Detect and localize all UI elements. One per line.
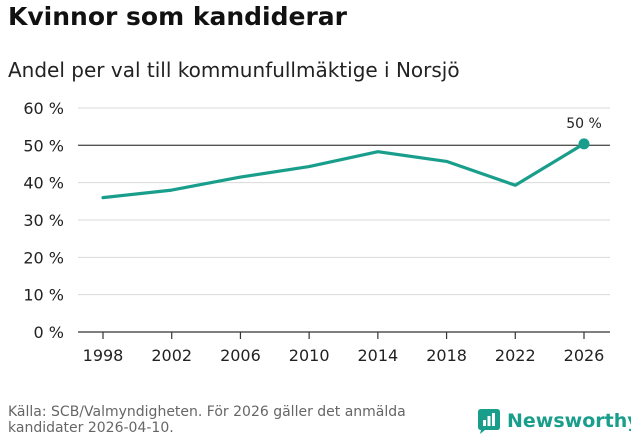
x-tick-label: 2022 [495,346,536,365]
brand-name: Newsworthy [507,410,631,432]
chart-title: Kvinnor som kandiderar [8,2,347,31]
newsworthy-icon [478,409,500,434]
series-line [101,142,586,200]
y-tick-label: 10 % [23,286,64,305]
x-tick-label: 2010 [289,346,330,365]
y-tick-label: 60 % [23,99,64,118]
data-point-2026 [578,138,590,150]
x-tick-label: 2018 [426,346,467,365]
y-tick-label: 20 % [23,248,64,267]
x-tick-label: 1998 [83,346,124,365]
line-chart: 0 % 10 % 20 % 30 % 40 % 50 % 60 % 1998 2002 2006 2… [23,99,610,365]
x-tick-label: 2014 [357,346,398,365]
y-tick-label: 40 % [23,174,64,193]
chart-subtitle: Andel per val till kommunfullmäktige i N… [8,58,460,82]
y-tick-label: 30 % [23,211,64,230]
y-tick-label: 50 % [23,136,64,155]
x-tick-label: 2002 [151,346,192,365]
x-tick-label: 2026 [564,346,605,365]
x-tick-label: 2006 [220,346,261,365]
brand-logo: Newsworthy [476,408,631,434]
annotation-label: 50 % [566,116,602,132]
source-note: Källa: SCB/Valmyndigheten. För 2026 gäll… [8,404,406,436]
y-tick-label: 0 % [34,323,64,342]
